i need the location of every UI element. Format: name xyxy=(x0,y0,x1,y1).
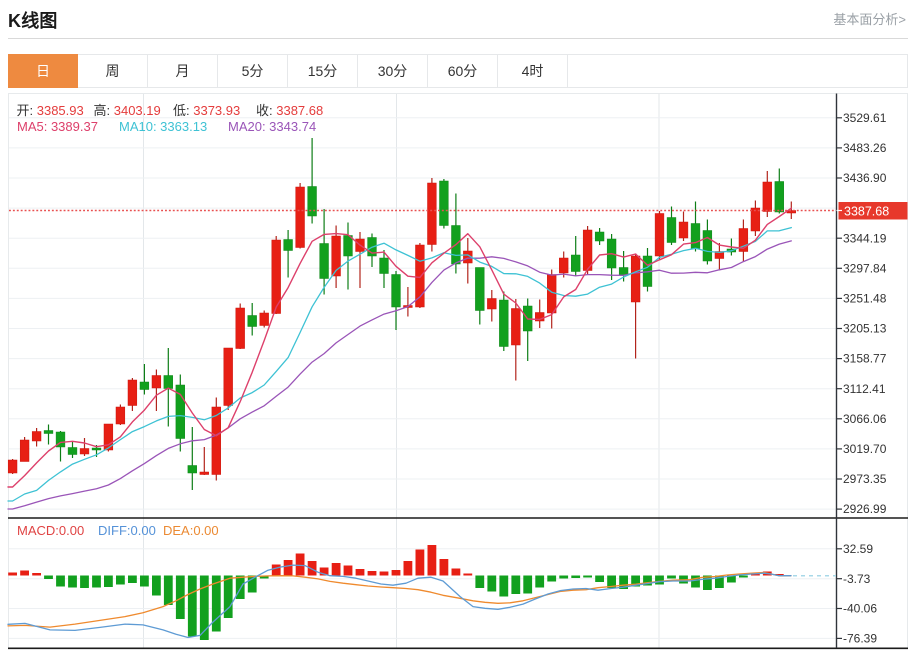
svg-text:-76.39: -76.39 xyxy=(843,632,877,646)
svg-text:32.59: 32.59 xyxy=(843,542,873,556)
svg-text:3158.77: 3158.77 xyxy=(843,352,887,366)
svg-text:3344.19: 3344.19 xyxy=(843,231,887,245)
svg-text:2926.99: 2926.99 xyxy=(843,502,887,516)
svg-text:3019.70: 3019.70 xyxy=(843,442,887,456)
svg-text:3066.06: 3066.06 xyxy=(843,412,887,426)
svg-text:3251.48: 3251.48 xyxy=(843,292,887,306)
svg-text:3483.26: 3483.26 xyxy=(843,141,887,155)
svg-text:3112.41: 3112.41 xyxy=(843,382,886,396)
svg-text:-3.73: -3.73 xyxy=(843,572,871,586)
svg-text:-40.06: -40.06 xyxy=(843,602,877,616)
svg-text:3205.13: 3205.13 xyxy=(843,322,887,336)
svg-text:2973.35: 2973.35 xyxy=(843,472,887,486)
svg-text:3387.68: 3387.68 xyxy=(844,204,889,218)
svg-text:3297.84: 3297.84 xyxy=(843,261,887,275)
svg-text:3529.61: 3529.61 xyxy=(843,111,887,125)
svg-text:3436.90: 3436.90 xyxy=(843,171,887,185)
